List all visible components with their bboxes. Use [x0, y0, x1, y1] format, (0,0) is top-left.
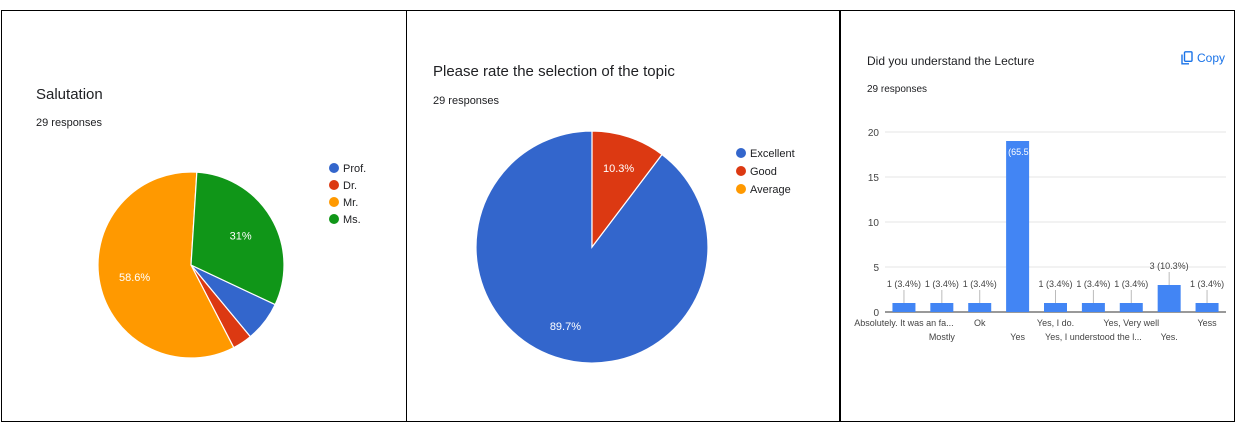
pie-data-label: 10.3% [603, 163, 634, 175]
legend-swatch [329, 163, 339, 173]
pie-data-label: 31% [230, 231, 252, 243]
legend-swatch [329, 197, 339, 207]
x-tick-label: Yes, I do. [1037, 318, 1074, 328]
x-tick-label: Yes, I understood the l... [1045, 332, 1142, 342]
bar-data-label: 19 (65.5%) [996, 147, 1040, 157]
lecture-responses: 29 responses [867, 84, 928, 95]
bar-data-label: 1 (3.4%) [1076, 279, 1110, 289]
legend-label: Prof. [343, 163, 366, 175]
copy-label: Copy [1197, 51, 1226, 65]
bar [1006, 141, 1030, 312]
legend-label: Average [750, 184, 791, 196]
legend-swatch [736, 184, 746, 194]
x-tick-label: Yes, Very well [1103, 318, 1159, 328]
legend-swatch [736, 166, 746, 176]
y-tick-label: 15 [868, 173, 880, 184]
bar [1119, 303, 1143, 312]
x-tick-label: Ok [974, 318, 986, 328]
bar [968, 303, 992, 312]
copy-icon [1181, 51, 1193, 65]
pie-data-label: 89.7% [550, 321, 581, 333]
legend-label: Ms. [343, 214, 361, 226]
bar-data-label: 1 (3.4%) [887, 279, 921, 289]
bar [1157, 285, 1181, 312]
y-tick-label: 5 [873, 263, 879, 274]
x-tick-label: Yes. [1161, 332, 1178, 342]
y-tick-label: 20 [868, 128, 880, 139]
legend-label: Dr. [343, 180, 357, 192]
topic-rating-responses: 29 responses [433, 95, 500, 107]
legend-label: Mr. [343, 197, 358, 209]
bar-data-label: 1 (3.4%) [1190, 279, 1224, 289]
x-tick-label: Absolutely. It was an fa... [854, 318, 953, 328]
lecture-understanding-panel: Did you understand the Lecture 29 respon… [840, 10, 1235, 422]
salutation-title: Salutation [36, 86, 103, 103]
bar [1195, 303, 1219, 312]
legend-label: Excellent [750, 148, 795, 160]
bar [1044, 303, 1067, 312]
lecture-title: Did you understand the Lecture [867, 54, 1035, 68]
bar [930, 303, 954, 312]
x-tick-label: Yes [1010, 332, 1025, 342]
salutation-responses: 29 responses [36, 117, 103, 129]
salutation-pie-chart: 58.6% 31% Prof. Dr. Mr. Ms. [97, 163, 366, 359]
bar-data-label: 1 (3.4%) [925, 279, 959, 289]
bar-data-label: 1 (3.4%) [1038, 279, 1072, 289]
bar-data-label: 1 (3.4%) [963, 279, 997, 289]
salutation-panel: Salutation 29 responses 58.6% 31% Prof. Dr.… [1, 10, 407, 422]
bar-data-label: 3 (10.3%) [1150, 261, 1189, 271]
bar [1081, 303, 1105, 312]
legend-swatch [329, 214, 339, 224]
pie-slice-mr [97, 171, 235, 359]
bar [892, 303, 916, 312]
pie-slice-ms [190, 171, 285, 306]
legend-swatch [736, 148, 746, 158]
topic-rating-panel: Please rate the selection of the topic 2… [406, 10, 840, 422]
legend-label: Good [750, 166, 777, 178]
y-tick-label: 0 [873, 308, 879, 319]
x-tick-label: Yess [1197, 318, 1217, 328]
lecture-bar-chart: 0 5 10 15 20 1 (3.4%) Absolutely. It was an fa… [854, 128, 1226, 342]
pie-slice-good [591, 130, 663, 249]
pie-data-label: 58.6% [119, 272, 150, 284]
legend-swatch [329, 180, 339, 190]
copy-button[interactable]: Copy [1181, 51, 1225, 65]
bar-data-label: 1 (3.4%) [1114, 279, 1148, 289]
x-tick-label: Mostly [929, 332, 956, 342]
topic-rating-pie-chart: 89.7% 10.3% Excellent Good Average [475, 130, 795, 364]
topic-rating-title: Please rate the selection of the topic [433, 63, 675, 80]
y-tick-label: 10 [868, 218, 880, 229]
